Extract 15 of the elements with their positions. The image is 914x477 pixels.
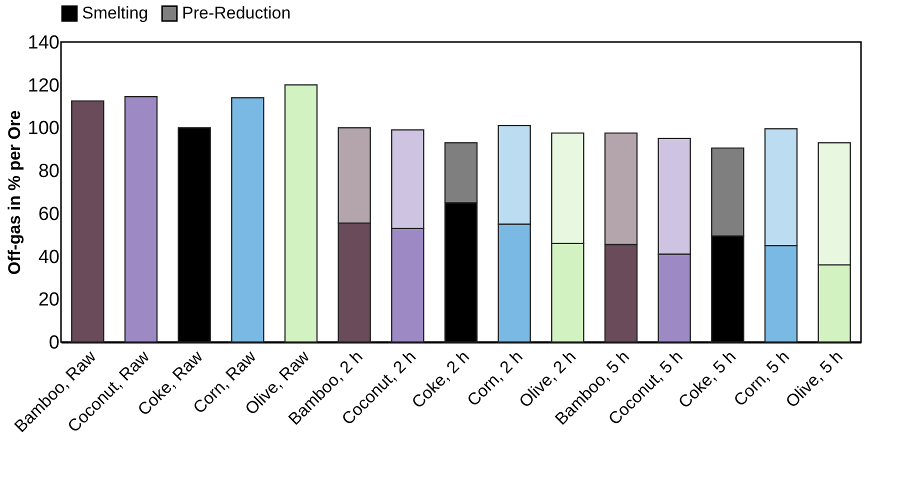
bar	[231, 97, 264, 343]
y-tick-label: 80	[38, 161, 60, 182]
y-tick-label: 20	[38, 290, 60, 311]
bar	[124, 96, 158, 343]
bar	[284, 84, 318, 343]
y-tick-label: 60	[38, 204, 60, 225]
y-tick-label: 40	[38, 246, 60, 268]
y-axis-title: Off-gas in % per Ore	[4, 110, 24, 275]
y-tick-label: 140	[28, 32, 60, 54]
y-tick-label: 100	[28, 118, 60, 140]
y-tick-label: 0	[48, 332, 60, 354]
y-tick-label: 120	[28, 75, 60, 96]
legend-label: Smelting	[82, 4, 148, 23]
legend-label: Pre-Reduction	[182, 4, 291, 23]
bar	[71, 100, 104, 343]
